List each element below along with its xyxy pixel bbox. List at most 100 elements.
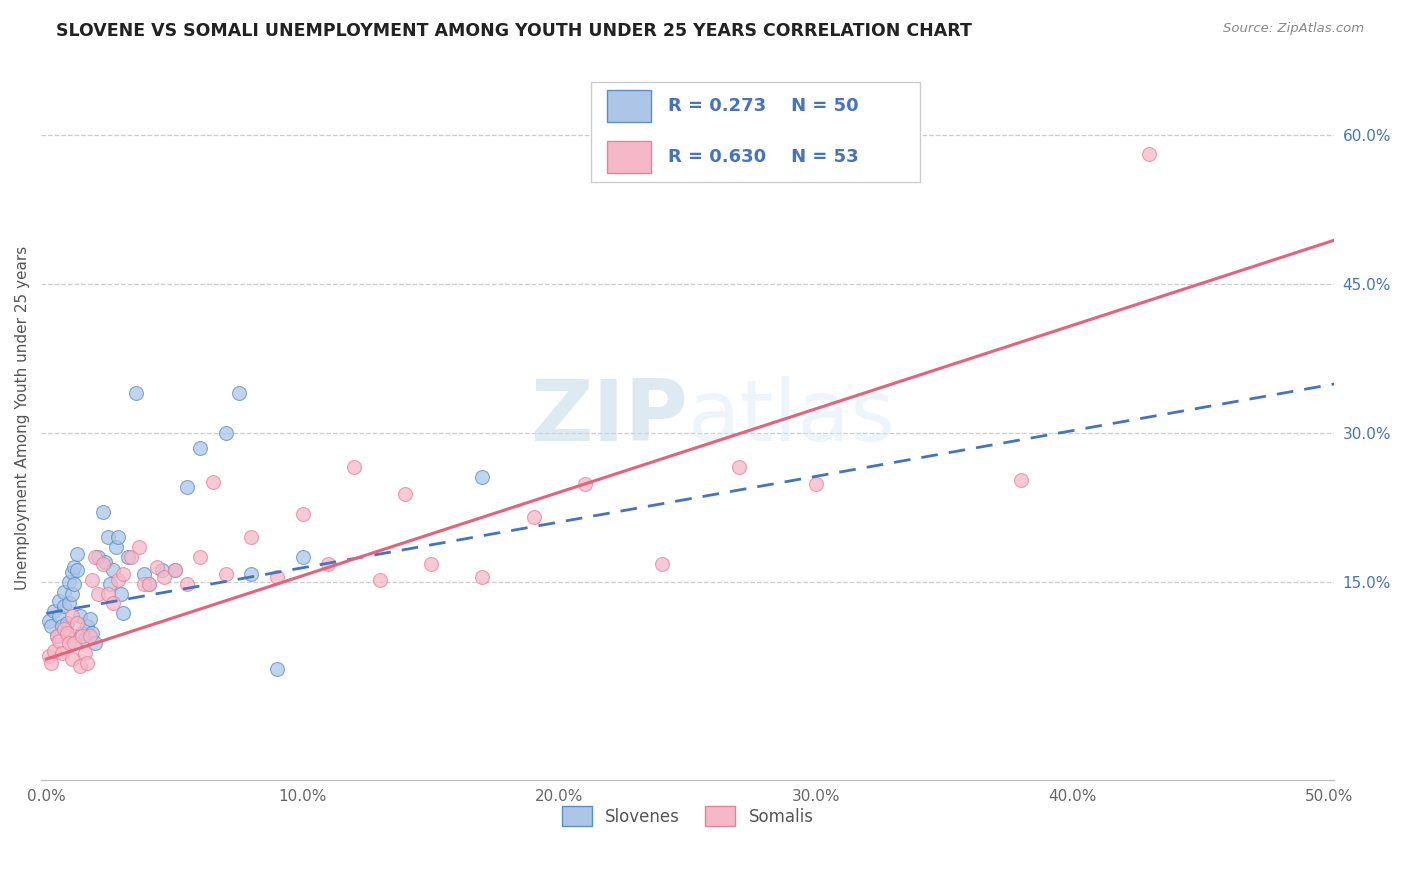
Point <box>201 475 224 490</box>
Text: R = 0.630    N = 53: R = 0.630 N = 53 <box>668 148 859 166</box>
Point <box>41 656 63 670</box>
Point <box>76 619 98 633</box>
Point <box>91 505 114 519</box>
Point <box>58 636 80 650</box>
Point <box>176 480 198 494</box>
Text: ZIP: ZIP <box>530 376 688 459</box>
Point <box>728 460 751 475</box>
Point <box>368 573 391 587</box>
Point <box>804 477 827 491</box>
Point <box>60 586 83 600</box>
Point <box>42 604 65 618</box>
Point <box>58 597 80 611</box>
Point <box>291 549 314 564</box>
Point <box>471 569 494 583</box>
Point <box>76 656 98 670</box>
Point <box>188 549 211 564</box>
Point <box>53 623 76 637</box>
Point <box>45 629 67 643</box>
Text: SLOVENE VS SOMALI UNEMPLOYMENT AMONG YOUTH UNDER 25 YEARS CORRELATION CHART: SLOVENE VS SOMALI UNEMPLOYMENT AMONG YOU… <box>56 22 972 40</box>
Text: R = 0.273    N = 50: R = 0.273 N = 50 <box>668 97 859 115</box>
Point <box>51 646 73 660</box>
Point <box>69 659 91 673</box>
Point <box>145 559 167 574</box>
Point <box>48 609 70 624</box>
Point <box>240 566 263 581</box>
Point <box>110 586 132 600</box>
Point <box>60 565 83 579</box>
Point <box>82 573 104 587</box>
Point <box>55 616 77 631</box>
Point <box>86 586 108 600</box>
Point <box>70 629 93 643</box>
Point <box>63 576 86 591</box>
Point <box>79 612 101 626</box>
Point <box>41 619 63 633</box>
Point <box>107 530 129 544</box>
Point <box>471 470 494 484</box>
Point <box>651 557 673 571</box>
Point <box>120 549 142 564</box>
Point <box>176 576 198 591</box>
Point <box>66 547 89 561</box>
Point <box>55 626 77 640</box>
Point <box>138 576 160 591</box>
Point <box>240 530 263 544</box>
Y-axis label: Unemployment Among Youth under 25 years: Unemployment Among Youth under 25 years <box>15 245 30 590</box>
Point <box>138 576 160 591</box>
Point <box>66 563 89 577</box>
Point <box>100 576 122 591</box>
Point <box>84 636 107 650</box>
Point <box>215 425 238 440</box>
Point <box>128 540 150 554</box>
Point <box>1010 473 1032 487</box>
Point <box>51 619 73 633</box>
Point <box>1139 147 1161 161</box>
Point <box>45 629 67 643</box>
Point <box>97 586 120 600</box>
Point <box>84 549 107 564</box>
Point <box>107 573 129 587</box>
Point <box>53 599 76 614</box>
Point <box>86 549 108 564</box>
Point <box>228 385 250 400</box>
Point <box>112 566 135 581</box>
Text: atlas: atlas <box>688 376 896 459</box>
FancyBboxPatch shape <box>607 141 651 173</box>
Point <box>73 646 96 660</box>
Point <box>523 510 546 524</box>
Text: Source: ZipAtlas.com: Source: ZipAtlas.com <box>1223 22 1364 36</box>
FancyBboxPatch shape <box>607 90 651 122</box>
Point <box>42 644 65 658</box>
FancyBboxPatch shape <box>591 82 921 182</box>
Point <box>163 563 186 577</box>
Point <box>104 540 127 554</box>
Point <box>215 566 238 581</box>
Point <box>69 609 91 624</box>
Point <box>125 385 148 400</box>
Point <box>60 652 83 666</box>
Point <box>48 634 70 648</box>
Point <box>101 597 124 611</box>
Point <box>266 569 288 583</box>
Point <box>79 629 101 643</box>
Point <box>60 609 83 624</box>
Point <box>132 576 155 591</box>
Point <box>55 629 77 643</box>
Point <box>420 557 443 571</box>
Point <box>163 563 186 577</box>
Point <box>574 477 596 491</box>
Point <box>97 530 120 544</box>
Point <box>94 555 117 569</box>
Point <box>66 616 89 631</box>
Point <box>48 594 70 608</box>
Point <box>63 559 86 574</box>
Point <box>188 441 211 455</box>
Point <box>343 460 366 475</box>
Point <box>63 636 86 650</box>
Point <box>117 549 139 564</box>
Point <box>101 563 124 577</box>
Point <box>91 557 114 571</box>
Point <box>82 626 104 640</box>
Point <box>53 584 76 599</box>
